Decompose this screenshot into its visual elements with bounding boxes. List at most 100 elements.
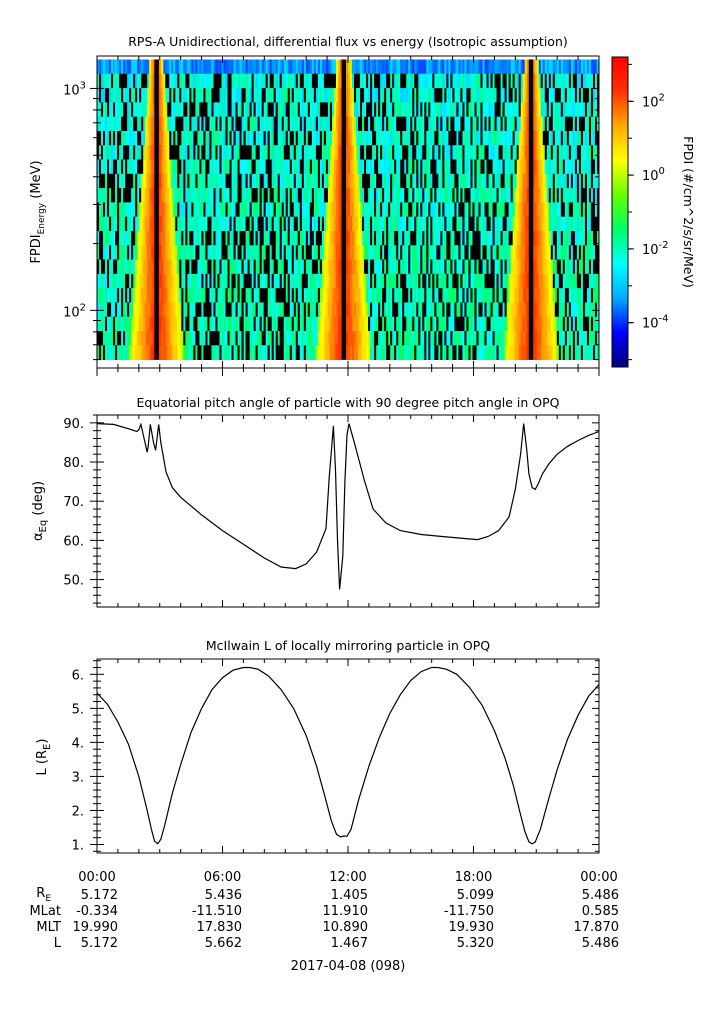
spectrogram-cell xyxy=(335,159,339,175)
spectrogram-cell xyxy=(570,273,574,289)
spectrogram-cell xyxy=(534,188,538,203)
spectrogram-cell xyxy=(364,302,367,318)
spectrogram-cell xyxy=(149,102,152,118)
spectrogram-cell xyxy=(406,130,409,146)
spectrogram-cell xyxy=(211,273,214,289)
spectrogram-cell xyxy=(394,316,397,332)
spectrogram-cell xyxy=(386,331,389,346)
spectrogram-cell xyxy=(305,145,309,160)
spectrogram-cell xyxy=(562,145,566,160)
spectrogram-cell xyxy=(175,88,178,103)
spectrogram-cell xyxy=(131,145,134,160)
spectrogram-cell xyxy=(323,188,327,203)
spectrogram-cell xyxy=(558,59,562,75)
spectrogram-cell xyxy=(101,331,104,346)
spectrogram-cell xyxy=(151,188,154,203)
spectrogram-cell xyxy=(518,331,522,346)
spectrogram-cell xyxy=(480,173,484,189)
spectrogram-cell xyxy=(269,116,273,132)
spectrogram-cell xyxy=(283,102,287,118)
spectrogram-cell xyxy=(109,202,112,218)
spectrogram-cell xyxy=(536,331,540,346)
spectrogram-cell xyxy=(588,245,592,260)
spectrogram-cell xyxy=(488,116,492,132)
spectrogram-cell xyxy=(103,59,106,75)
spectrogram-cell xyxy=(191,273,194,289)
spectrogram-cell xyxy=(558,130,562,146)
spectrogram-cell xyxy=(197,73,200,89)
spectrogram-cell xyxy=(484,102,488,118)
spectrogram-cell xyxy=(245,202,249,218)
spectrogram-cell xyxy=(253,145,257,160)
spectrogram-cell xyxy=(339,73,343,89)
spectrogram-cell xyxy=(133,130,136,146)
spectrogram-cell xyxy=(189,245,192,260)
spectrogram-cell xyxy=(261,202,265,218)
spectrogram-cell xyxy=(281,88,285,103)
spectrogram-cell xyxy=(149,288,152,303)
spectrogram-cell xyxy=(293,288,297,303)
spectrogram-cell xyxy=(287,188,291,203)
spectrogram-cell xyxy=(506,216,510,232)
spectrogram-cell xyxy=(584,302,588,318)
spectrogram-cell xyxy=(109,145,112,160)
spectrogram-cell xyxy=(554,202,558,218)
spectrogram-cell xyxy=(201,188,204,203)
spectrogram-cell xyxy=(590,88,594,103)
spectrogram-cell xyxy=(544,88,548,103)
spectrogram-cell xyxy=(448,202,451,218)
spectrogram-cell xyxy=(331,159,335,175)
spectrogram-cell xyxy=(440,259,443,275)
spectrogram-cell xyxy=(446,273,449,289)
spectrogram-cell xyxy=(576,230,580,246)
spectrogram-cell xyxy=(285,116,289,132)
spectrogram-cell xyxy=(534,102,538,118)
spectrogram-cell xyxy=(400,102,403,118)
spectrogram-cell xyxy=(568,288,572,303)
spectrogram-cell xyxy=(464,259,467,275)
spectrogram-cell xyxy=(412,245,415,260)
spectrogram-cell xyxy=(356,216,359,232)
spectrogram-cell xyxy=(321,202,325,218)
spectrogram-cell xyxy=(480,159,484,175)
spectrogram-cell xyxy=(275,216,279,232)
spectrogram-cell xyxy=(261,216,265,232)
spectrogram-cell xyxy=(470,273,473,289)
spectrogram-cell xyxy=(592,273,596,289)
spectrogram-cell xyxy=(352,202,355,218)
spectrogram-cell xyxy=(137,73,140,89)
spectrogram-cell xyxy=(588,73,592,89)
spectrogram-cell xyxy=(113,259,116,275)
spectrogram-cell xyxy=(187,230,190,246)
spectrogram-cell xyxy=(227,230,231,246)
spectrogram-cell xyxy=(442,302,445,318)
spectrogram-cell xyxy=(313,73,317,89)
spectrogram-cell xyxy=(161,116,164,132)
spectrogram-cell xyxy=(119,59,122,75)
spectrogram-cell xyxy=(299,88,303,103)
spectrogram-cell xyxy=(331,216,335,232)
spectrogram-cell xyxy=(586,145,590,160)
spectrogram-cell xyxy=(251,331,255,346)
spectrogram-cell xyxy=(388,316,391,332)
spectrogram-cell xyxy=(350,73,353,89)
spectrogram-cell xyxy=(544,245,548,260)
spectrogram-cell xyxy=(345,245,349,260)
spectrogram-cell xyxy=(542,73,546,89)
spectrogram-cell xyxy=(139,102,142,118)
spectrogram-cell xyxy=(319,88,323,103)
spectrogram-cell xyxy=(564,288,568,303)
spectrogram-cell xyxy=(454,216,457,232)
spectrogram-cell xyxy=(436,116,439,132)
spectrogram-cell xyxy=(179,102,182,118)
spectrogram-cell xyxy=(570,288,574,303)
spectrogram-cell xyxy=(339,130,343,146)
spectrogram-cell xyxy=(99,216,102,232)
spectrogram-cell xyxy=(458,259,461,275)
spectrogram-cell xyxy=(482,116,486,132)
spectrogram-cell xyxy=(436,59,439,75)
spectrogram-cell xyxy=(111,302,114,318)
spectrogram-cell xyxy=(199,273,202,289)
spectrogram-cell xyxy=(337,230,341,246)
spectrogram-cell xyxy=(273,130,277,146)
